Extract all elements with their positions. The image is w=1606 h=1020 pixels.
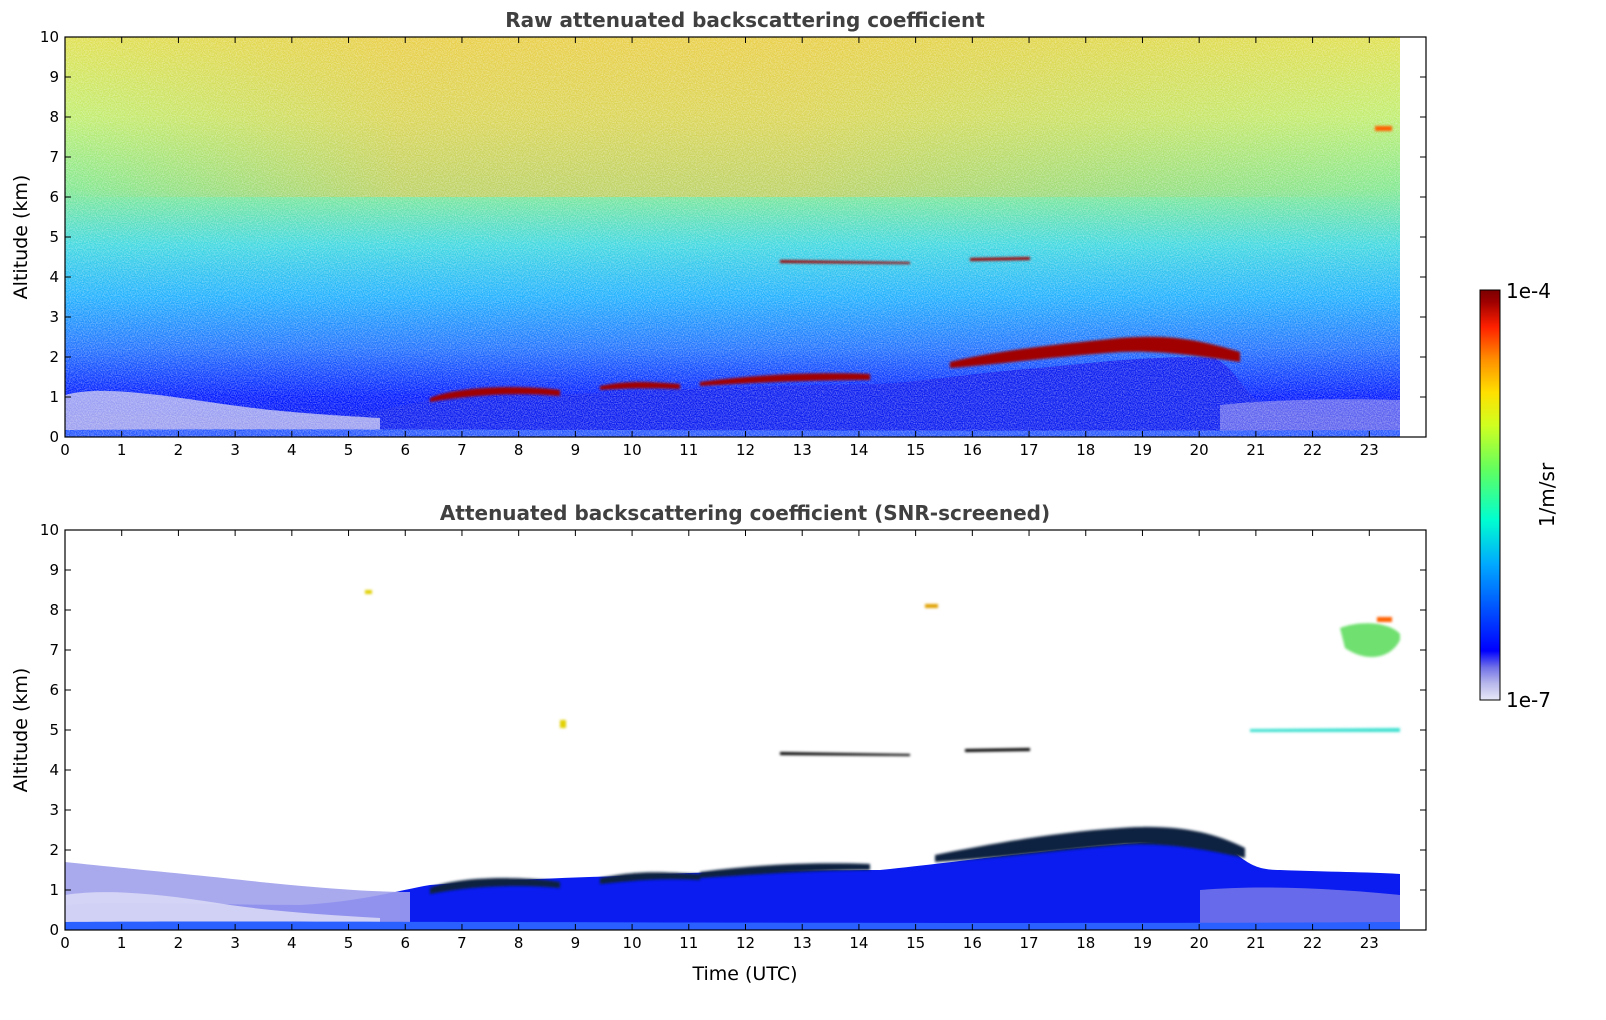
colorbar: 1e-4 1e-7 1/m/sr: [1479, 279, 1559, 712]
y-tick-label: 4: [49, 761, 59, 779]
x-tick-label: 7: [457, 441, 467, 459]
y-axis-label: Altitude (km): [10, 175, 32, 300]
y-tick-label: 9: [49, 561, 59, 579]
x-tick-label: 10: [623, 441, 642, 459]
x-tick-label: 7: [457, 934, 467, 952]
panel-raw: Raw attenuated backscattering coefficien…: [10, 8, 1427, 459]
x-tick-label: 17: [1019, 934, 1038, 952]
x-tick-label: 16: [963, 441, 982, 459]
x-tick-label: 22: [1303, 441, 1322, 459]
y-tick-label: 8: [49, 601, 59, 619]
x-tick-label: 21: [1246, 441, 1265, 459]
y-tick-label: 9: [49, 68, 59, 86]
y-tick-label: 10: [40, 521, 59, 539]
x-tick-label: 4: [287, 441, 297, 459]
x-tick-label: 0: [60, 441, 70, 459]
axes: 0 1 2 3 4 5 6 7 8 9 10 11 12 13 14 15 16 17 18 19 20 21 22 2301…: [40, 28, 1426, 459]
x-tick-label: 6: [400, 441, 410, 459]
y-tick-label: 0: [49, 921, 59, 939]
y-tick-label: 4: [49, 268, 59, 286]
raw-cloud-layers: [430, 126, 1392, 402]
x-tick-label: 12: [736, 934, 755, 952]
y-tick-label: 1: [49, 388, 59, 406]
x-tick-label: 23: [1360, 441, 1379, 459]
x-tick-label: 1: [117, 934, 127, 952]
x-tick-label: 16: [963, 934, 982, 952]
x-tick-label: 2: [174, 441, 184, 459]
x-tick-label: 17: [1019, 441, 1038, 459]
y-tick-label: 2: [49, 841, 59, 859]
x-tick-label: 0: [60, 934, 70, 952]
x-tick-label: 20: [1190, 934, 1209, 952]
y-tick-label: 1: [49, 881, 59, 899]
colorbar-max-label: 1e-4: [1506, 279, 1551, 303]
screened-cloud-layers: [365, 590, 1400, 894]
y-tick-label: 7: [49, 148, 59, 166]
x-tick-label: 2: [174, 934, 184, 952]
x-tick-label: 14: [849, 441, 868, 459]
x-tick-label: 22: [1303, 934, 1322, 952]
y-tick-label: 6: [49, 188, 59, 206]
axes: 0 1 2 3 4 5 6 7 8 9 10 11 12 13 14 15 16 17 18 19 20 21 22 2301…: [40, 521, 1426, 952]
x-tick-label: 23: [1360, 934, 1379, 952]
x-tick-label: 8: [514, 934, 524, 952]
raw-noise: [65, 37, 1400, 437]
x-tick-label: 3: [230, 934, 240, 952]
y-tick-label: 3: [49, 308, 59, 326]
y-tick-label: 6: [49, 681, 59, 699]
y-tick-label: 5: [49, 228, 59, 246]
x-tick-label: 9: [571, 934, 581, 952]
heatmap-screened: [65, 590, 1400, 930]
x-tick-label: 15: [906, 934, 925, 952]
x-tick-label: 12: [736, 441, 755, 459]
x-tick-label: 20: [1190, 441, 1209, 459]
x-tick-label: 11: [679, 934, 698, 952]
x-tick-label: 9: [571, 441, 581, 459]
colorbar-gradient: [1479, 289, 1501, 701]
x-tick-label: 5: [344, 441, 354, 459]
colorbar-unit-label: 1/m/sr: [1535, 462, 1559, 527]
panel-screened: Attenuated backscattering coefficient (S…: [10, 501, 1427, 985]
x-tick-label: 4: [287, 934, 297, 952]
x-tick-label: 13: [793, 441, 812, 459]
x-tick-label: 21: [1246, 934, 1265, 952]
x-tick-label: 3: [230, 441, 240, 459]
chart-title: Attenuated backscattering coefficient (S…: [440, 501, 1050, 525]
screened-surface-pale-right: [1200, 887, 1400, 930]
x-tick-label: 19: [1133, 441, 1152, 459]
x-tick-label: 1: [117, 441, 127, 459]
x-tick-label: 6: [400, 934, 410, 952]
x-tick-label: 15: [906, 441, 925, 459]
y-tick-label: 2: [49, 348, 59, 366]
y-tick-label: 8: [49, 108, 59, 126]
y-tick-label: 5: [49, 721, 59, 739]
x-tick-label: 14: [849, 934, 868, 952]
chart-title: Raw attenuated backscattering coefficien…: [505, 8, 985, 32]
x-tick-label: 10: [623, 934, 642, 952]
y-tick-label: 7: [49, 641, 59, 659]
y-tick-label: 0: [49, 428, 59, 446]
y-tick-label: 10: [40, 28, 59, 46]
x-tick-label: 13: [793, 934, 812, 952]
x-tick-label: 18: [1076, 441, 1095, 459]
heatmap-raw: [65, 37, 1400, 437]
screened-surface-line: [65, 921, 1400, 930]
x-tick-label: 11: [679, 441, 698, 459]
colorbar-min-label: 1e-7: [1506, 688, 1551, 712]
x-tick-label: 18: [1076, 934, 1095, 952]
x-tick-label: 8: [514, 441, 524, 459]
y-tick-label: 3: [49, 801, 59, 819]
screened-surface-pale-left: [65, 892, 380, 930]
y-axis-label: Altitude (km): [10, 668, 32, 793]
x-axis-label: Time (UTC): [691, 963, 797, 985]
x-tick-label: 19: [1133, 934, 1152, 952]
x-tick-label: 5: [344, 934, 354, 952]
